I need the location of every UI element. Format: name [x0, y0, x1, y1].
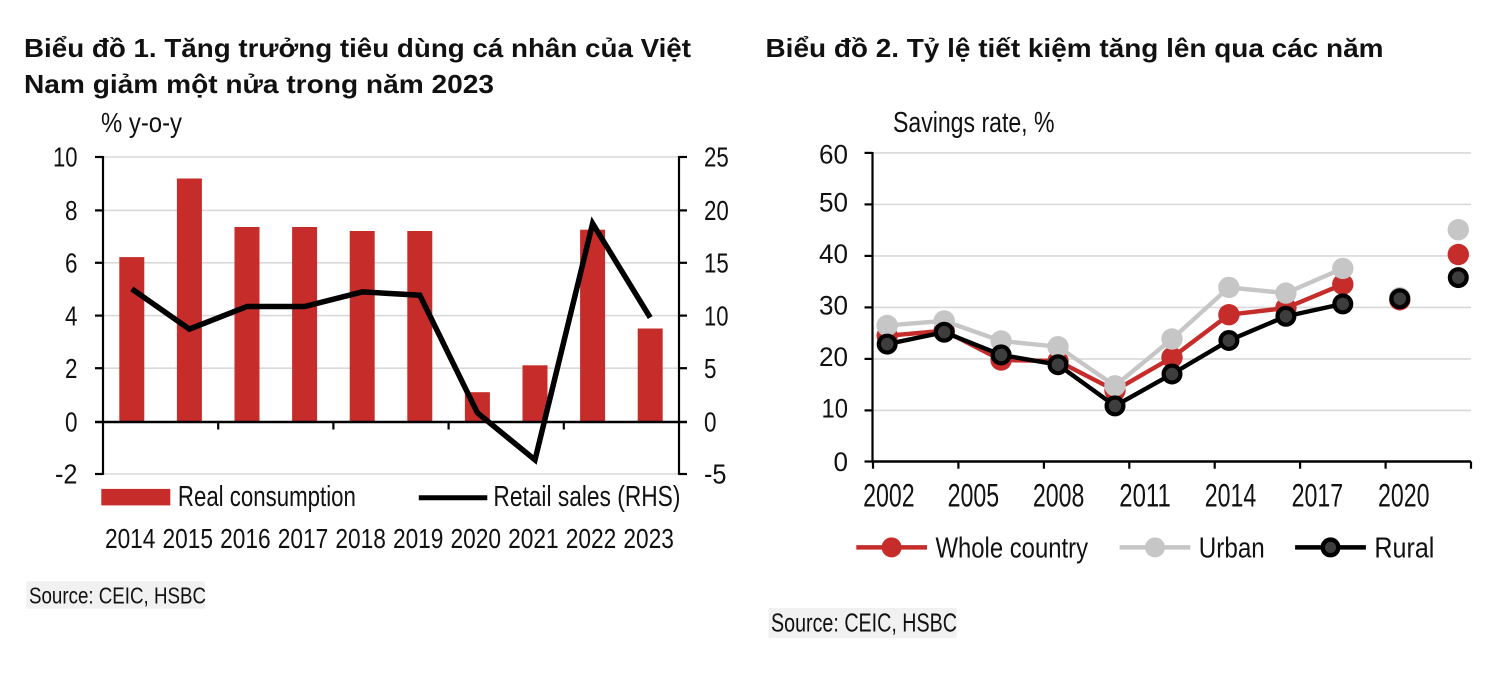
svg-text:2021: 2021	[508, 523, 559, 554]
svg-text:Source: CEIC, HSBC: Source: CEIC, HSBC	[29, 583, 206, 609]
svg-text:2015: 2015	[163, 523, 214, 554]
svg-text:2018: 2018	[335, 523, 386, 554]
svg-text:Whole country: Whole country	[936, 533, 1089, 565]
svg-text:20: 20	[704, 195, 729, 226]
svg-text:0: 0	[834, 447, 849, 477]
svg-text:25: 25	[704, 142, 729, 173]
svg-text:2023: 2023	[623, 523, 674, 554]
svg-text:Retail sales (RHS): Retail sales (RHS)	[493, 481, 680, 513]
svg-text:Rural: Rural	[1374, 533, 1434, 565]
svg-text:Nam giảm một nửa trong năm 202: Nam giảm một nửa trong năm 2023	[24, 69, 494, 99]
svg-text:2022: 2022	[566, 523, 617, 554]
svg-text:30: 30	[819, 291, 848, 321]
svg-text:Biểu đồ 2. Tỷ lệ tiết kiệm tăn: Biểu đồ 2. Tỷ lệ tiết kiệm tăng lên qua …	[766, 33, 1384, 63]
svg-text:2020: 2020	[1378, 478, 1430, 514]
svg-text:2011: 2011	[1119, 478, 1171, 514]
svg-text:2: 2	[65, 353, 78, 384]
svg-text:0: 0	[65, 407, 78, 438]
svg-text:5: 5	[704, 353, 717, 384]
svg-text:Biểu đồ 1. Tăng trưởng tiêu dù: Biểu đồ 1. Tăng trưởng tiêu dùng cá nhân…	[24, 33, 691, 63]
svg-text:40: 40	[819, 239, 848, 269]
svg-text:6: 6	[65, 248, 78, 279]
svg-text:2016: 2016	[220, 523, 271, 554]
svg-text:2014: 2014	[1205, 478, 1257, 514]
svg-text:10: 10	[822, 394, 849, 424]
svg-text:15: 15	[704, 248, 729, 279]
svg-text:2017: 2017	[278, 523, 329, 554]
svg-text:2017: 2017	[1292, 478, 1344, 514]
svg-text:Savings rate, %: Savings rate, %	[893, 107, 1055, 139]
svg-text:2002: 2002	[863, 478, 915, 514]
svg-text:10: 10	[704, 300, 729, 331]
svg-text:% y-o-y: % y-o-y	[101, 107, 182, 138]
svg-text:Real consumption: Real consumption	[178, 481, 356, 513]
svg-text:2008: 2008	[1033, 478, 1085, 514]
svg-text:2019: 2019	[393, 523, 444, 554]
svg-text:8: 8	[65, 195, 78, 226]
svg-text:-5: -5	[704, 459, 727, 490]
svg-text:20: 20	[819, 342, 848, 372]
svg-text:2005: 2005	[948, 478, 1000, 514]
svg-text:-2: -2	[55, 459, 78, 490]
svg-text:0: 0	[704, 407, 717, 438]
svg-text:2020: 2020	[451, 523, 502, 554]
svg-text:Source: CEIC, HSBC: Source: CEIC, HSBC	[771, 608, 957, 638]
svg-text:10: 10	[53, 142, 78, 173]
svg-text:60: 60	[819, 140, 848, 170]
svg-text:4: 4	[65, 300, 78, 331]
svg-text:Urban: Urban	[1199, 533, 1265, 565]
svg-text:50: 50	[819, 188, 848, 218]
svg-text:2014: 2014	[105, 523, 156, 554]
